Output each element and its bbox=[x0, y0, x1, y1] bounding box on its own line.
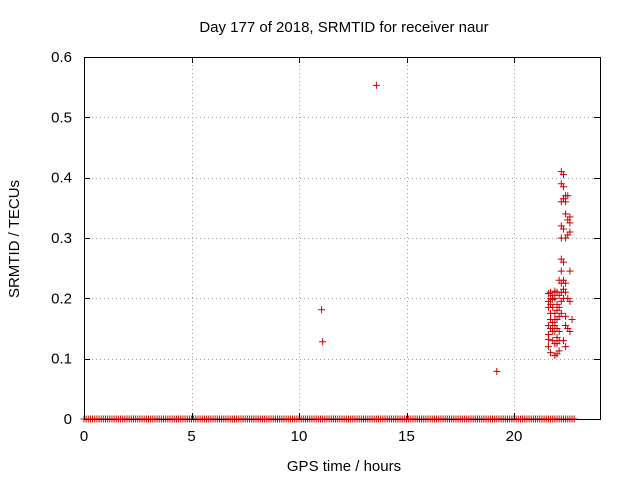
data-point-marker bbox=[557, 309, 565, 317]
x-tick-label: 5 bbox=[187, 428, 195, 445]
data-point-marker bbox=[555, 347, 563, 355]
y-tick-label: 0.1 bbox=[51, 351, 72, 368]
data-point-marker bbox=[568, 315, 576, 323]
chart-title: Day 177 of 2018, SRMTID for receiver nau… bbox=[199, 19, 488, 36]
axis-ticks: 0 5 10 15 20 0 0.1 0.2 0.3 0.4 0.5 0.6 bbox=[51, 49, 600, 445]
data-point-marker bbox=[559, 258, 567, 266]
y-tick-label: 0.4 bbox=[51, 170, 72, 187]
y-tick-label: 0 bbox=[64, 411, 72, 428]
data-point-marker bbox=[562, 312, 570, 320]
y-tick-label: 0.5 bbox=[51, 109, 72, 126]
data-point-marker bbox=[562, 279, 570, 287]
y-tick-label: 0.2 bbox=[51, 290, 72, 307]
data-point-marker bbox=[562, 210, 570, 218]
y-axis-label: SRMTID / TECUs bbox=[6, 180, 23, 298]
data-point-marker bbox=[559, 225, 567, 233]
data-point-marker bbox=[493, 367, 501, 375]
data-point-marker bbox=[562, 288, 570, 296]
data-point-marker bbox=[566, 228, 574, 236]
data-point-marker bbox=[566, 267, 574, 275]
data-point-marker bbox=[318, 306, 326, 314]
data-point-marker bbox=[566, 328, 574, 336]
data-point-marker bbox=[566, 219, 574, 227]
data-point-marker bbox=[372, 81, 380, 89]
data-point-marker bbox=[549, 303, 557, 311]
data-point-marker bbox=[566, 213, 574, 221]
x-tick-label: 20 bbox=[506, 428, 523, 445]
x-tick-label: 0 bbox=[80, 428, 88, 445]
data-point-marker bbox=[566, 297, 574, 305]
data-point-marker bbox=[559, 183, 567, 191]
data-point-marker bbox=[564, 192, 572, 200]
data-point-marker bbox=[555, 328, 563, 336]
data-point-marker bbox=[557, 267, 565, 275]
y-tick-label: 0.3 bbox=[51, 230, 72, 247]
x-tick-label: 10 bbox=[291, 428, 308, 445]
data-point-marker bbox=[319, 338, 327, 346]
data-point-marker bbox=[551, 294, 559, 302]
data-point-marker bbox=[544, 335, 552, 343]
data-point-marker bbox=[559, 337, 567, 345]
grid-layer bbox=[84, 57, 600, 419]
data-point-marker bbox=[559, 171, 567, 179]
data-point-marker bbox=[544, 343, 552, 351]
data-point-marker bbox=[562, 198, 570, 206]
data-series bbox=[318, 81, 576, 375]
data-point-marker bbox=[555, 303, 563, 311]
data-point-marker bbox=[547, 349, 555, 357]
data-point-marker bbox=[562, 343, 570, 351]
x-tick-label: 15 bbox=[398, 428, 415, 445]
x-axis-label: GPS time / hours bbox=[287, 458, 401, 475]
y-tick-label: 0.6 bbox=[51, 49, 72, 66]
